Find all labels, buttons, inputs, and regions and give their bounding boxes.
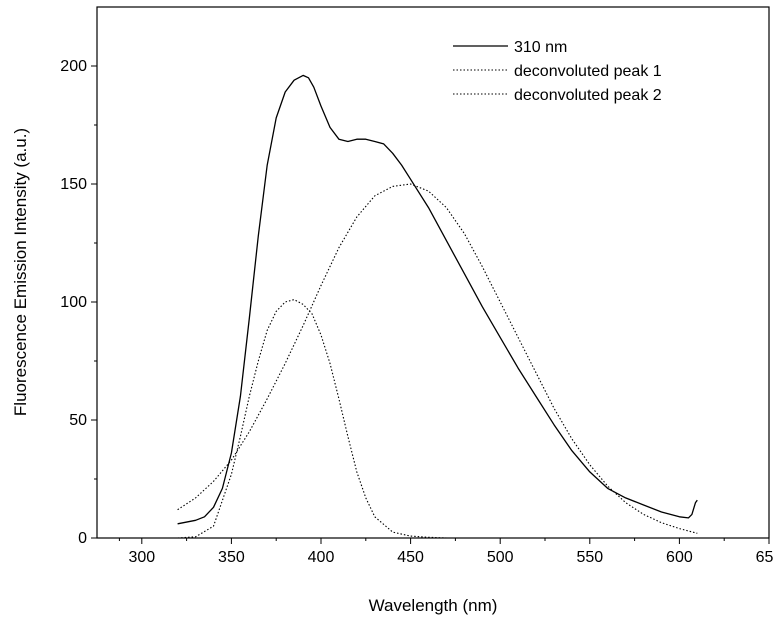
plot-frame (96, 6, 770, 539)
series-layer (177, 74, 698, 539)
x-tick-label: 600 (666, 549, 693, 566)
y-tick-label: 200 (60, 58, 87, 75)
series-line-2 (177, 299, 447, 539)
legend-label: deconvoluted peak 1 (514, 63, 662, 80)
legend: 310 nm deconvoluted peak 1 deconvoluted pe… (453, 39, 662, 104)
x-tick-label: 550 (576, 549, 603, 566)
y-tick-label: 150 (60, 176, 87, 193)
y-tick-label: 50 (69, 412, 87, 429)
x-tick-label: 450 (397, 549, 424, 566)
x-axis: 300 350 400 450 500 550 600 650 (118, 538, 774, 566)
y-tick-label: 0 (78, 530, 87, 547)
legend-label: deconvoluted peak 2 (514, 87, 662, 104)
x-tick-label: 350 (218, 549, 245, 566)
y-axis: 0 50 100 150 200 (60, 58, 97, 547)
x-tick-label: 300 (128, 549, 155, 566)
series-line-3 (177, 183, 698, 534)
series-line-1 (177, 74, 698, 525)
y-tick-label: 100 (60, 294, 87, 311)
y-axis-label: Fluorescence Emission Intensity (a.u.) (11, 128, 30, 416)
x-axis-label: Wavelength (nm) (369, 596, 498, 615)
legend-label: 310 nm (514, 39, 567, 56)
x-tick-label: 650 (756, 549, 774, 566)
x-tick-label: 400 (308, 549, 335, 566)
x-tick-label: 500 (487, 549, 514, 566)
